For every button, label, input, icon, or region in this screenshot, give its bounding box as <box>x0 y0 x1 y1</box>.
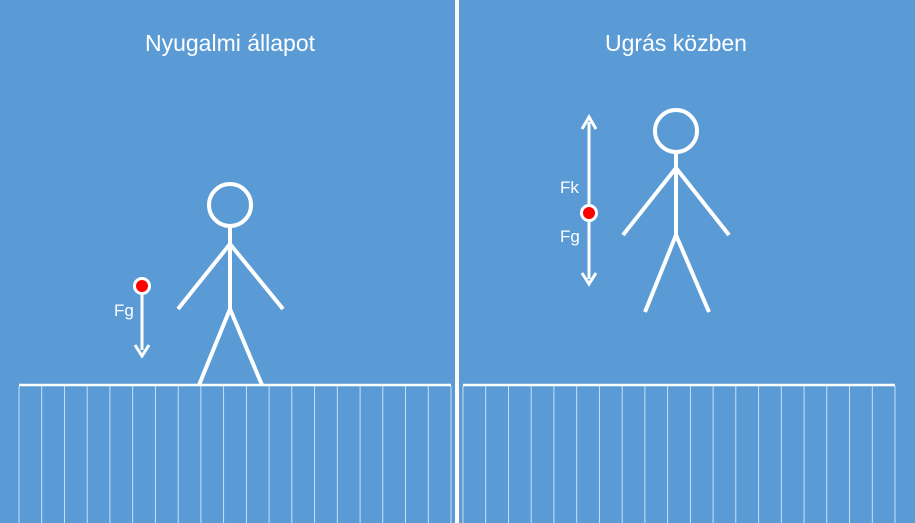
application-point <box>580 204 598 222</box>
stick-figure-jump <box>621 108 731 313</box>
stick-figure-rest <box>176 182 285 386</box>
force-label-fg: Fg <box>114 301 134 320</box>
force-label-fk: Fk <box>560 178 579 197</box>
force-arrows-jump: Fk Fg <box>560 114 598 287</box>
figure-leg-left <box>643 234 678 313</box>
panel-title-rest: Nyugalmi állapot <box>145 30 316 56</box>
arrowhead-up-icon <box>580 114 598 130</box>
application-point <box>133 277 151 295</box>
figure-leg-right <box>674 234 711 313</box>
arrowhead-down-icon <box>133 344 151 359</box>
force-arrow-gravity-rest: Fg <box>114 277 151 359</box>
panel-title-jump: Ugrás közben <box>605 30 747 56</box>
force-label-fg: Fg <box>560 227 580 246</box>
figure-arm-left <box>621 166 678 237</box>
figure-leg-right <box>228 308 264 386</box>
ground-ticks <box>18 386 896 523</box>
figure-arm-left <box>176 242 232 311</box>
figure-arm-right <box>674 166 731 237</box>
arrowhead-down-icon <box>580 272 598 287</box>
figure-leg-left <box>197 308 232 386</box>
figure-arm-right <box>228 242 285 311</box>
